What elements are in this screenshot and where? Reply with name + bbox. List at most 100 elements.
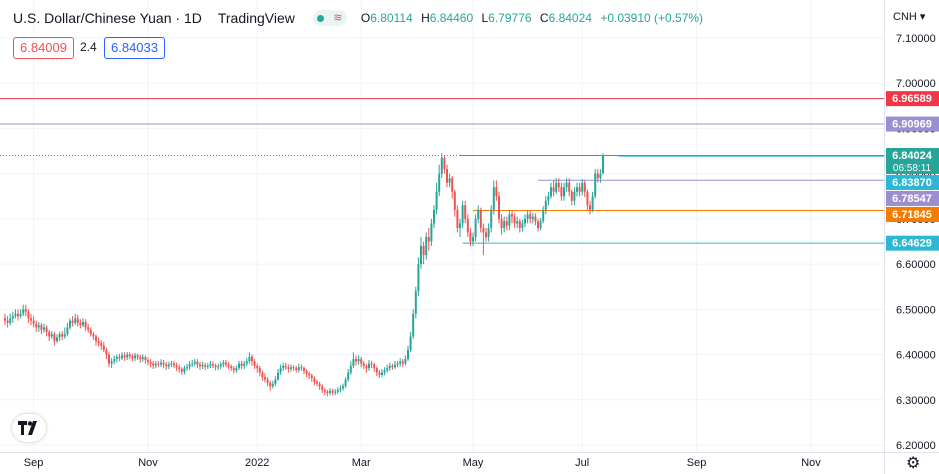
x-tick-label: Nov — [801, 457, 821, 469]
price-label-box — [886, 116, 939, 132]
candle-body — [154, 363, 157, 366]
countdown-label: 06:58:11 — [893, 163, 932, 174]
candle-body — [485, 232, 487, 237]
candle-body — [4, 318, 6, 321]
candle-body — [121, 355, 123, 359]
candle-body — [110, 361, 113, 364]
candle-body — [453, 191, 456, 210]
x-tick-label: Mar — [352, 457, 371, 469]
candle-body — [503, 221, 506, 228]
candle-body — [131, 356, 134, 359]
price-label-box — [886, 174, 939, 190]
publisher-label: TradingView — [217, 10, 295, 26]
candle-body — [394, 364, 396, 368]
candle-body — [521, 223, 524, 228]
tradingview-logo-icon[interactable] — [12, 414, 46, 442]
dots-icon: ≋ — [333, 11, 343, 24]
candle-body — [274, 379, 277, 384]
symbol-title[interactable]: U.S. Dollar/Chinese Yuan · 1D — [13, 10, 202, 26]
candle-body — [321, 386, 324, 390]
candle-body — [469, 232, 472, 242]
candle-body — [199, 364, 201, 367]
candle-body — [89, 329, 92, 335]
candle-body — [152, 363, 155, 366]
x-tick-label: Sep — [24, 457, 44, 469]
candle-body — [92, 334, 95, 337]
candle-body — [300, 367, 303, 369]
candle-body — [136, 355, 139, 358]
x-tick-label: Jul — [575, 457, 589, 469]
candle-body — [443, 157, 446, 170]
candle-body — [417, 264, 420, 292]
y-tick-label: 6.60000 — [896, 259, 936, 271]
candle-body — [310, 375, 313, 379]
candle-body — [50, 334, 53, 337]
candle-body — [495, 187, 498, 197]
candle-body — [108, 354, 110, 364]
candle-body — [474, 218, 477, 237]
candle-body — [378, 372, 381, 375]
chevron-down-icon: ▾ — [919, 11, 926, 23]
candle-body — [6, 320, 9, 323]
y-tick-label: 7.10000 — [896, 33, 936, 45]
candle-body — [568, 182, 571, 192]
price-label: 6.90969 — [892, 119, 932, 131]
candle-body — [576, 187, 578, 192]
candle-body — [355, 359, 357, 362]
candle-body — [555, 182, 558, 192]
candle-body — [349, 365, 352, 373]
candle-body — [399, 361, 402, 364]
candle-body — [303, 368, 305, 371]
candle-body — [547, 196, 550, 201]
change-value: +0.03910 (+0.57%) — [600, 11, 704, 25]
candle-body — [173, 363, 175, 366]
price-label-box — [886, 91, 939, 107]
candle-body — [578, 187, 581, 192]
spread-value: 2.4 — [80, 40, 97, 54]
candle-body — [524, 218, 526, 224]
candle-body — [258, 368, 261, 373]
candle-body — [516, 221, 519, 224]
candle-body — [370, 363, 373, 365]
sell-price-box[interactable]: 6.84009 — [13, 37, 74, 59]
candle-body — [245, 361, 248, 364]
candle-body — [170, 363, 173, 365]
candle-body — [331, 390, 334, 393]
currency-selector[interactable]: CNH ▾ — [893, 11, 926, 23]
candle-body — [513, 216, 516, 224]
candle-body — [191, 363, 194, 365]
candle-body — [368, 363, 370, 369]
candle-body — [243, 363, 246, 366]
candle-body — [264, 377, 266, 380]
candle-body — [365, 365, 368, 369]
candle-body — [297, 367, 300, 370]
candle-body — [391, 365, 394, 368]
candle-body — [160, 362, 162, 365]
candle-body — [583, 182, 586, 192]
candle-body — [11, 316, 14, 319]
x-tick-label: 2022 — [245, 457, 269, 469]
market-status-toggle[interactable]: ≋ — [312, 10, 347, 26]
candle-body — [373, 364, 376, 369]
candle-body — [43, 327, 45, 330]
candle-body — [492, 187, 495, 210]
candle-body — [347, 372, 350, 380]
candle-body — [175, 365, 178, 368]
candle-body — [115, 356, 118, 360]
candle-body — [477, 209, 480, 219]
candle-body — [401, 361, 404, 364]
candle-body — [287, 367, 290, 370]
buy-price-box[interactable]: 6.84033 — [104, 37, 165, 59]
candle-body — [147, 359, 149, 362]
market-open-dot-icon — [317, 14, 325, 22]
candle-body — [396, 363, 399, 365]
price-label-box — [886, 190, 939, 206]
candle-body — [32, 320, 35, 324]
candle-body — [48, 331, 51, 337]
candle-body — [56, 337, 58, 341]
gear-icon[interactable]: ⚙ — [906, 455, 921, 472]
candle-body — [269, 382, 272, 387]
candle-body — [97, 340, 100, 344]
price-label-box — [886, 235, 939, 251]
